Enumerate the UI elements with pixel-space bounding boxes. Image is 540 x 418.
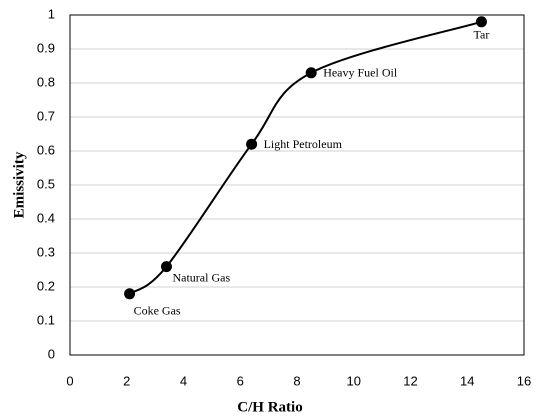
x-tick-label: 14	[460, 373, 474, 388]
y-tick-label: 0.2	[37, 278, 55, 293]
data-point	[160, 261, 172, 273]
y-tick-label: 0.5	[37, 176, 55, 191]
x-tick-label: 12	[403, 373, 417, 388]
x-tick-label: 8	[293, 373, 300, 388]
data-point	[124, 288, 136, 300]
y-tick-label: 0.1	[37, 312, 55, 327]
x-tick-label: 0	[66, 373, 73, 388]
y-tick-label: 1	[48, 6, 55, 21]
y-tick-label: 0.8	[37, 74, 55, 89]
point-label: Natural Gas	[172, 270, 230, 284]
y-tick-label: 0.4	[37, 210, 55, 225]
data-point	[305, 67, 317, 79]
data-point	[246, 138, 258, 150]
y-tick-label: 0	[48, 346, 55, 361]
x-tick-label: 10	[347, 373, 361, 388]
x-tick-label: 4	[180, 373, 187, 388]
x-tick-label: 16	[517, 373, 531, 388]
point-label: Light Petroleum	[264, 137, 343, 151]
x-axis-title: C/H Ratio	[237, 399, 302, 415]
point-label: Heavy Fuel Oil	[323, 66, 398, 80]
plot-frame	[69, 14, 525, 356]
data-point	[475, 16, 487, 28]
y-tick-label: 0.3	[37, 244, 55, 259]
y-tick-label: 0.9	[37, 40, 55, 55]
point-label: Coke Gas	[134, 304, 181, 318]
y-tick-label: 0.6	[37, 142, 55, 157]
y-tick-label: 0.7	[37, 108, 55, 123]
x-tick-label: 2	[123, 373, 130, 388]
x-tick-label: 6	[237, 373, 244, 388]
point-label: Tar	[474, 28, 490, 42]
y-axis-title: Emissivity	[11, 151, 27, 218]
